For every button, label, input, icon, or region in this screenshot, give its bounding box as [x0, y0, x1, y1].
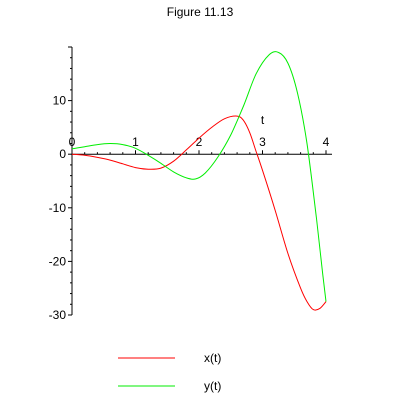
x-tick-label: 1: [132, 135, 139, 149]
y-tick-label: -20: [49, 254, 67, 268]
y-tick-label: -30: [49, 308, 67, 322]
y-tick-label: -10: [49, 201, 67, 215]
x-tick-label: 2: [196, 135, 203, 149]
series-layer: [71, 51, 327, 311]
axes: 10 0 -10 -20 -30 0 1 2 3 4: [49, 46, 332, 322]
chart-title: Figure 11.13: [167, 5, 234, 19]
series-line-y: [71, 51, 327, 302]
x-axis-label: t: [261, 113, 265, 127]
series-line-x: [71, 115, 327, 311]
y-tick-label: 0: [59, 147, 66, 161]
legend-label: x(t): [204, 351, 221, 365]
legend-label: y(t): [204, 379, 221, 393]
legend: x(t) y(t): [118, 351, 221, 393]
x-tick-label: 3: [259, 135, 266, 149]
x-tick-label: 4: [323, 135, 330, 149]
x-tick-label: 0: [69, 135, 76, 149]
y-tick-label: 10: [53, 94, 67, 108]
